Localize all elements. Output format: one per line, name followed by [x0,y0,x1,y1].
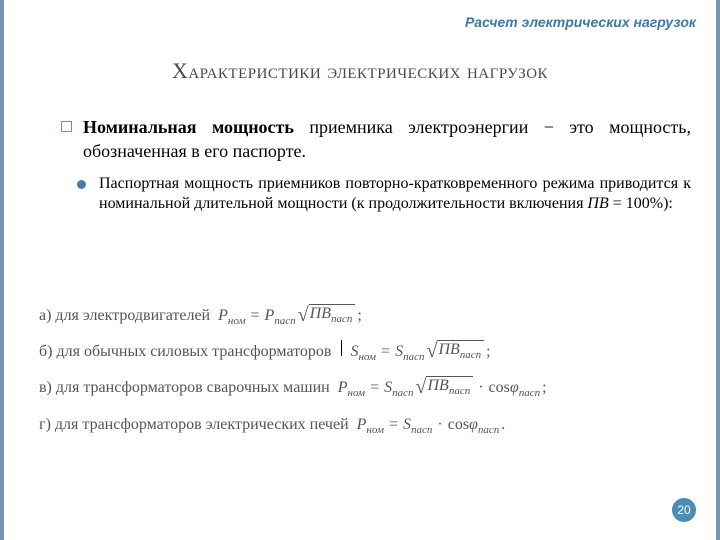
math-symbol: Sпасп [395,336,424,368]
breadcrumb: Расчет электрических нагрузок [465,14,696,30]
math-symbol: Sпасп [384,372,413,404]
formula-block: а) для электродвигателейPном=PпаспПВпасп… [39,300,686,445]
formula-math: Pном=PпаспПВпасп ; [218,300,362,332]
math-symbol: Pном [357,409,384,441]
b2-post: = 100%): [609,195,673,212]
math-operator: = [386,409,401,441]
sqrt: ПВпасп [416,376,474,397]
formula-label: а) для электродвигателей [39,300,210,332]
formula-math: Pном=SпаспПВпасп·cosφпасп ; [338,372,547,404]
math-symbol: Pпасп [265,300,296,332]
cos-term: cosφпасп [448,409,500,441]
math-operator: · [434,409,445,441]
b2-pv: ПВ [587,195,608,212]
bullet-level-2: Паспортная мощность приемников повторно-… [77,174,691,216]
slide: Расчет электрических нагрузок Характерис… [0,0,720,540]
math-operator: = [367,372,382,404]
math-operator: = [378,336,393,368]
math-symbol: Pном [338,372,365,404]
cos-term: cosφпасп [489,372,541,404]
formula-label: б) для обычных силовых трансформаторов [39,336,331,368]
math-symbol: Sпасп [403,409,432,441]
sqrt: ПВпасп [298,304,356,325]
sqrt: ПВпасп [426,340,484,361]
formula-row: а) для электродвигателейPном=PпаспПВпасп… [39,300,686,332]
math-symbol: Pном [218,300,245,332]
formula-label: г) для трансформаторов электрических печ… [39,409,349,441]
formula-row: в) для трансформаторов сварочных машинPн… [39,372,686,404]
page-title: Характеристики электрических нагрузок [4,58,716,84]
text-cursor [341,340,342,356]
formula-row: г) для трансформаторов электрических печ… [39,409,686,441]
body-text: Номинальная мощность приемника электроэн… [59,115,691,215]
formula-label: в) для трансформаторов сварочных машин [39,372,330,404]
formula-math: Pном=Sпасп·cosφпасп . [357,409,506,441]
formula-row: б) для обычных силовых трансформаторов Sн… [39,336,686,368]
bullet-level-1: Номинальная мощность приемника электроэн… [59,115,691,164]
formula-math: Sном=SпаспПВпасп ; [350,336,490,368]
math-symbol: Sном [350,336,376,368]
term-bold: Номинальная мощность [83,117,294,137]
math-operator: = [247,300,262,332]
page-number-badge: 20 [672,498,696,522]
math-operator: · [475,372,486,404]
